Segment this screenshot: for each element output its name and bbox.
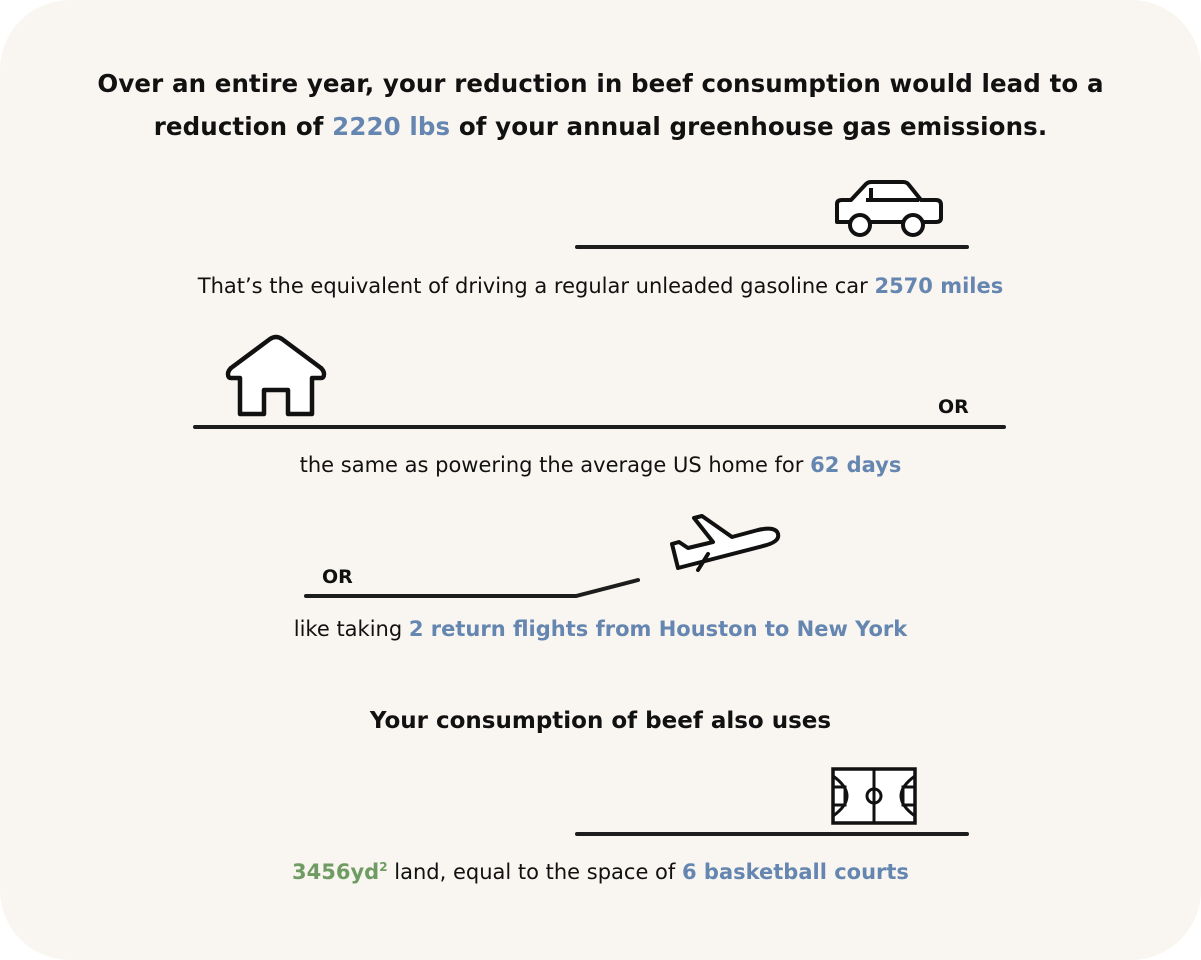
car-miles: 2570 miles	[874, 274, 1004, 298]
land-area: 3456yd2	[292, 860, 388, 884]
car-timeline	[575, 245, 969, 249]
land-caption-text: land, equal to the space of	[387, 860, 682, 884]
land-area-value: 3456yd	[292, 860, 380, 884]
headline: Over an entire year, your reduction in b…	[0, 62, 1201, 148]
flight-caption-text: like taking	[293, 617, 409, 641]
or-label-1: OR	[938, 396, 969, 418]
home-timeline	[193, 425, 1006, 429]
emission-amount: 2220 lbs	[332, 112, 451, 141]
headline-line-2: reduction of 2220 lbs of your annual gre…	[0, 105, 1201, 148]
court-count: 6 basketball courts	[681, 860, 909, 884]
land-timeline	[575, 832, 969, 836]
basketball-court-icon	[831, 767, 917, 825]
flight-count: 2 return flights from Houston to New Yor…	[408, 617, 908, 641]
land-caption: 3456yd2 land, equal to the space of 6 ba…	[0, 860, 1201, 884]
land-area-unit-exponent: 2	[379, 860, 388, 874]
airplane-icon	[670, 514, 781, 572]
flight-caption: like taking 2 return flights from Housto…	[0, 617, 1201, 641]
headline-suffix: of your annual greenhouse gas emissions.	[450, 112, 1048, 141]
land-heading: Your consumption of beef also uses	[369, 708, 832, 734]
home-days: 62 days	[810, 453, 902, 477]
house-icon	[225, 334, 327, 417]
car-caption-text: That’s the equivalent of driving a regul…	[197, 274, 875, 298]
headline-line-1: Over an entire year, your reduction in b…	[97, 69, 1104, 98]
car-icon	[835, 180, 943, 237]
headline-prefix: reduction of	[153, 112, 333, 141]
home-caption: the same as powering the average US home…	[0, 453, 1201, 477]
or-label-2: OR	[322, 566, 353, 588]
home-caption-text: the same as powering the average US home…	[299, 453, 811, 477]
flight-timeline	[304, 578, 640, 598]
car-caption: That’s the equivalent of driving a regul…	[0, 274, 1201, 298]
